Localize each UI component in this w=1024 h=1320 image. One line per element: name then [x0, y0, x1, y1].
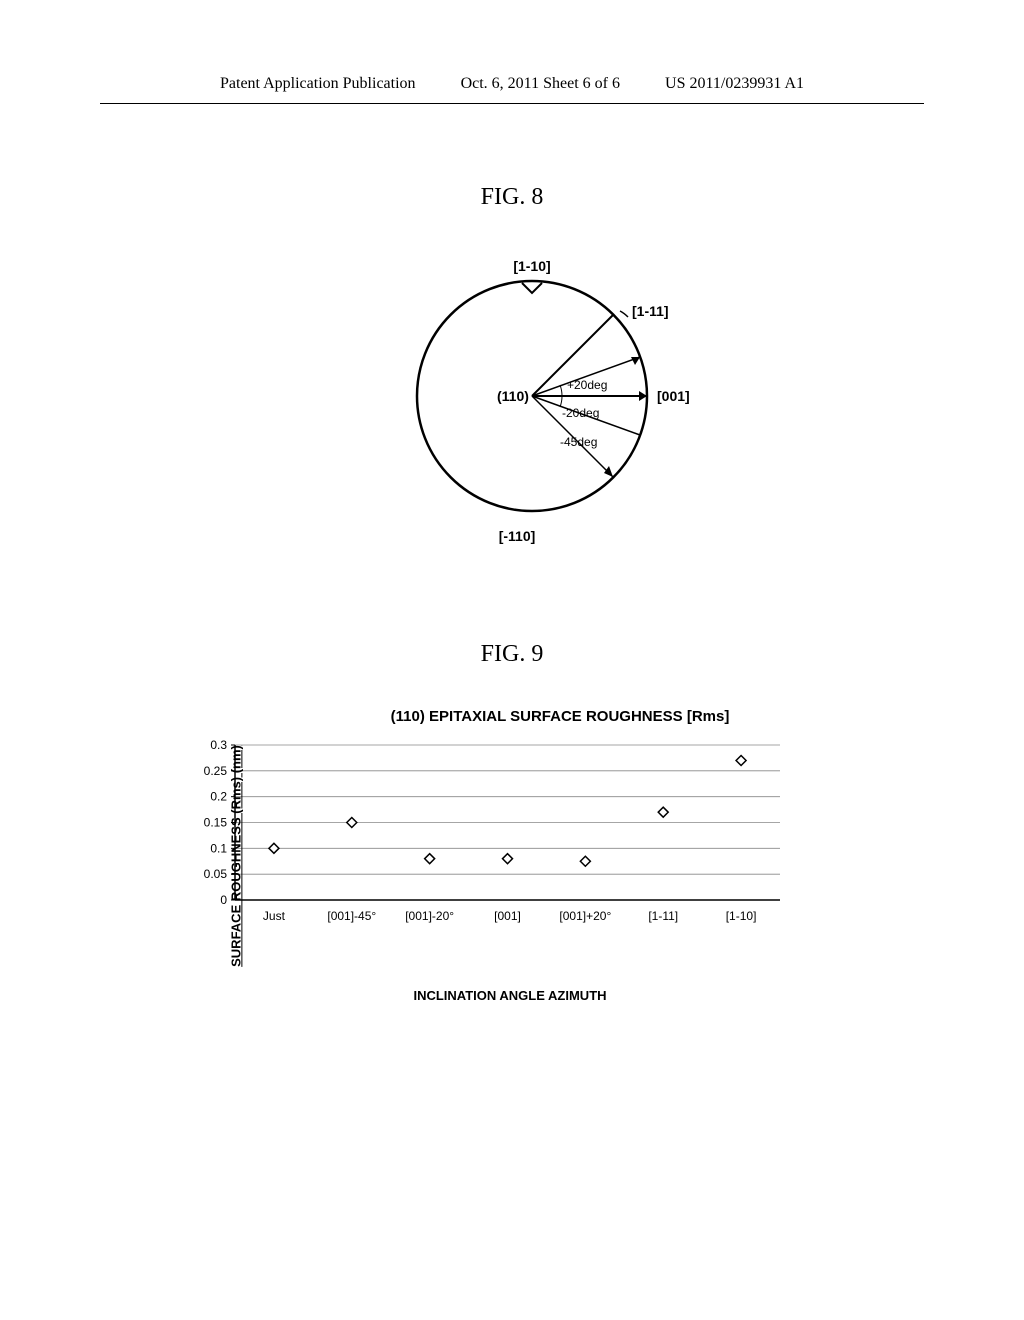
angle-arc-1	[560, 385, 562, 396]
pointer-1-11	[620, 311, 628, 317]
y-axis-label: SURFACE ROUGHNESS (Rms) (nm)	[228, 745, 243, 967]
x-axis-label: INCLINATION ANGLE AZIMUTH	[140, 988, 880, 1003]
y-tick-label: 0.15	[204, 816, 228, 830]
x-tick-label: [1-11]	[648, 909, 678, 923]
label-1-10-top: [1-10]	[513, 258, 550, 274]
fig9-chart: (110) EPITAXIAL SURFACE ROUGHNESS [Rms] …	[180, 708, 880, 1003]
label-001: [001]	[657, 388, 690, 404]
fig9-title: FIG. 9	[0, 641, 1024, 668]
label-minus45: -45deg	[560, 435, 597, 449]
label-minus110: [-110]	[499, 528, 536, 544]
x-tick-label: Just	[263, 909, 286, 923]
x-tick-label: [001]-45°	[327, 909, 376, 923]
data-marker	[736, 756, 746, 766]
data-marker	[425, 854, 435, 864]
fig8-svg: [1-10] [1-11] [001] [-110] (110) +20deg …	[362, 241, 742, 561]
data-marker	[347, 818, 357, 828]
header-publication: Patent Application Publication	[220, 75, 416, 93]
y-tick-label: 0.2	[210, 790, 227, 804]
fig8-diagram: [1-10] [1-11] [001] [-110] (110) +20deg …	[362, 241, 662, 541]
arrow-minus45	[604, 466, 613, 477]
chart-title: (110) EPITAXIAL SURFACE ROUGHNESS [Rms]	[240, 708, 880, 725]
label-1-11: [1-11]	[632, 303, 669, 319]
arrow-plus20	[631, 357, 640, 365]
x-tick-label: [001]-20°	[405, 909, 454, 923]
data-marker	[503, 854, 513, 864]
y-tick-label: 0.3	[210, 738, 227, 752]
page-header: Patent Application Publication Oct. 6, 2…	[100, 0, 924, 104]
y-tick-label: 0	[220, 893, 227, 907]
data-marker	[658, 807, 668, 817]
header-date-sheet: Oct. 6, 2011 Sheet 6 of 6	[461, 75, 620, 93]
x-tick-label: [1-10]	[726, 909, 757, 923]
fig8-title: FIG. 8	[0, 184, 1024, 211]
x-tick-label: [001]+20°	[559, 909, 611, 923]
label-minus20: -20deg	[562, 406, 599, 420]
orientation-notch	[522, 283, 542, 293]
y-tick-label: 0.05	[204, 867, 228, 881]
data-marker	[269, 843, 279, 853]
chart-svg: 0 0.05 0.1 0.15 0.2 0.25 0.3 Just [001]-45° [001]…	[180, 735, 860, 975]
y-tick-label: 0.1	[210, 841, 227, 855]
label-110-center: (110)	[497, 388, 529, 404]
x-tick-label: [001]	[494, 909, 521, 923]
header-patent-number: US 2011/0239931 A1	[665, 75, 804, 93]
label-plus20: +20deg	[567, 378, 607, 392]
y-tick-label: 0.25	[204, 764, 228, 778]
data-marker	[580, 856, 590, 866]
